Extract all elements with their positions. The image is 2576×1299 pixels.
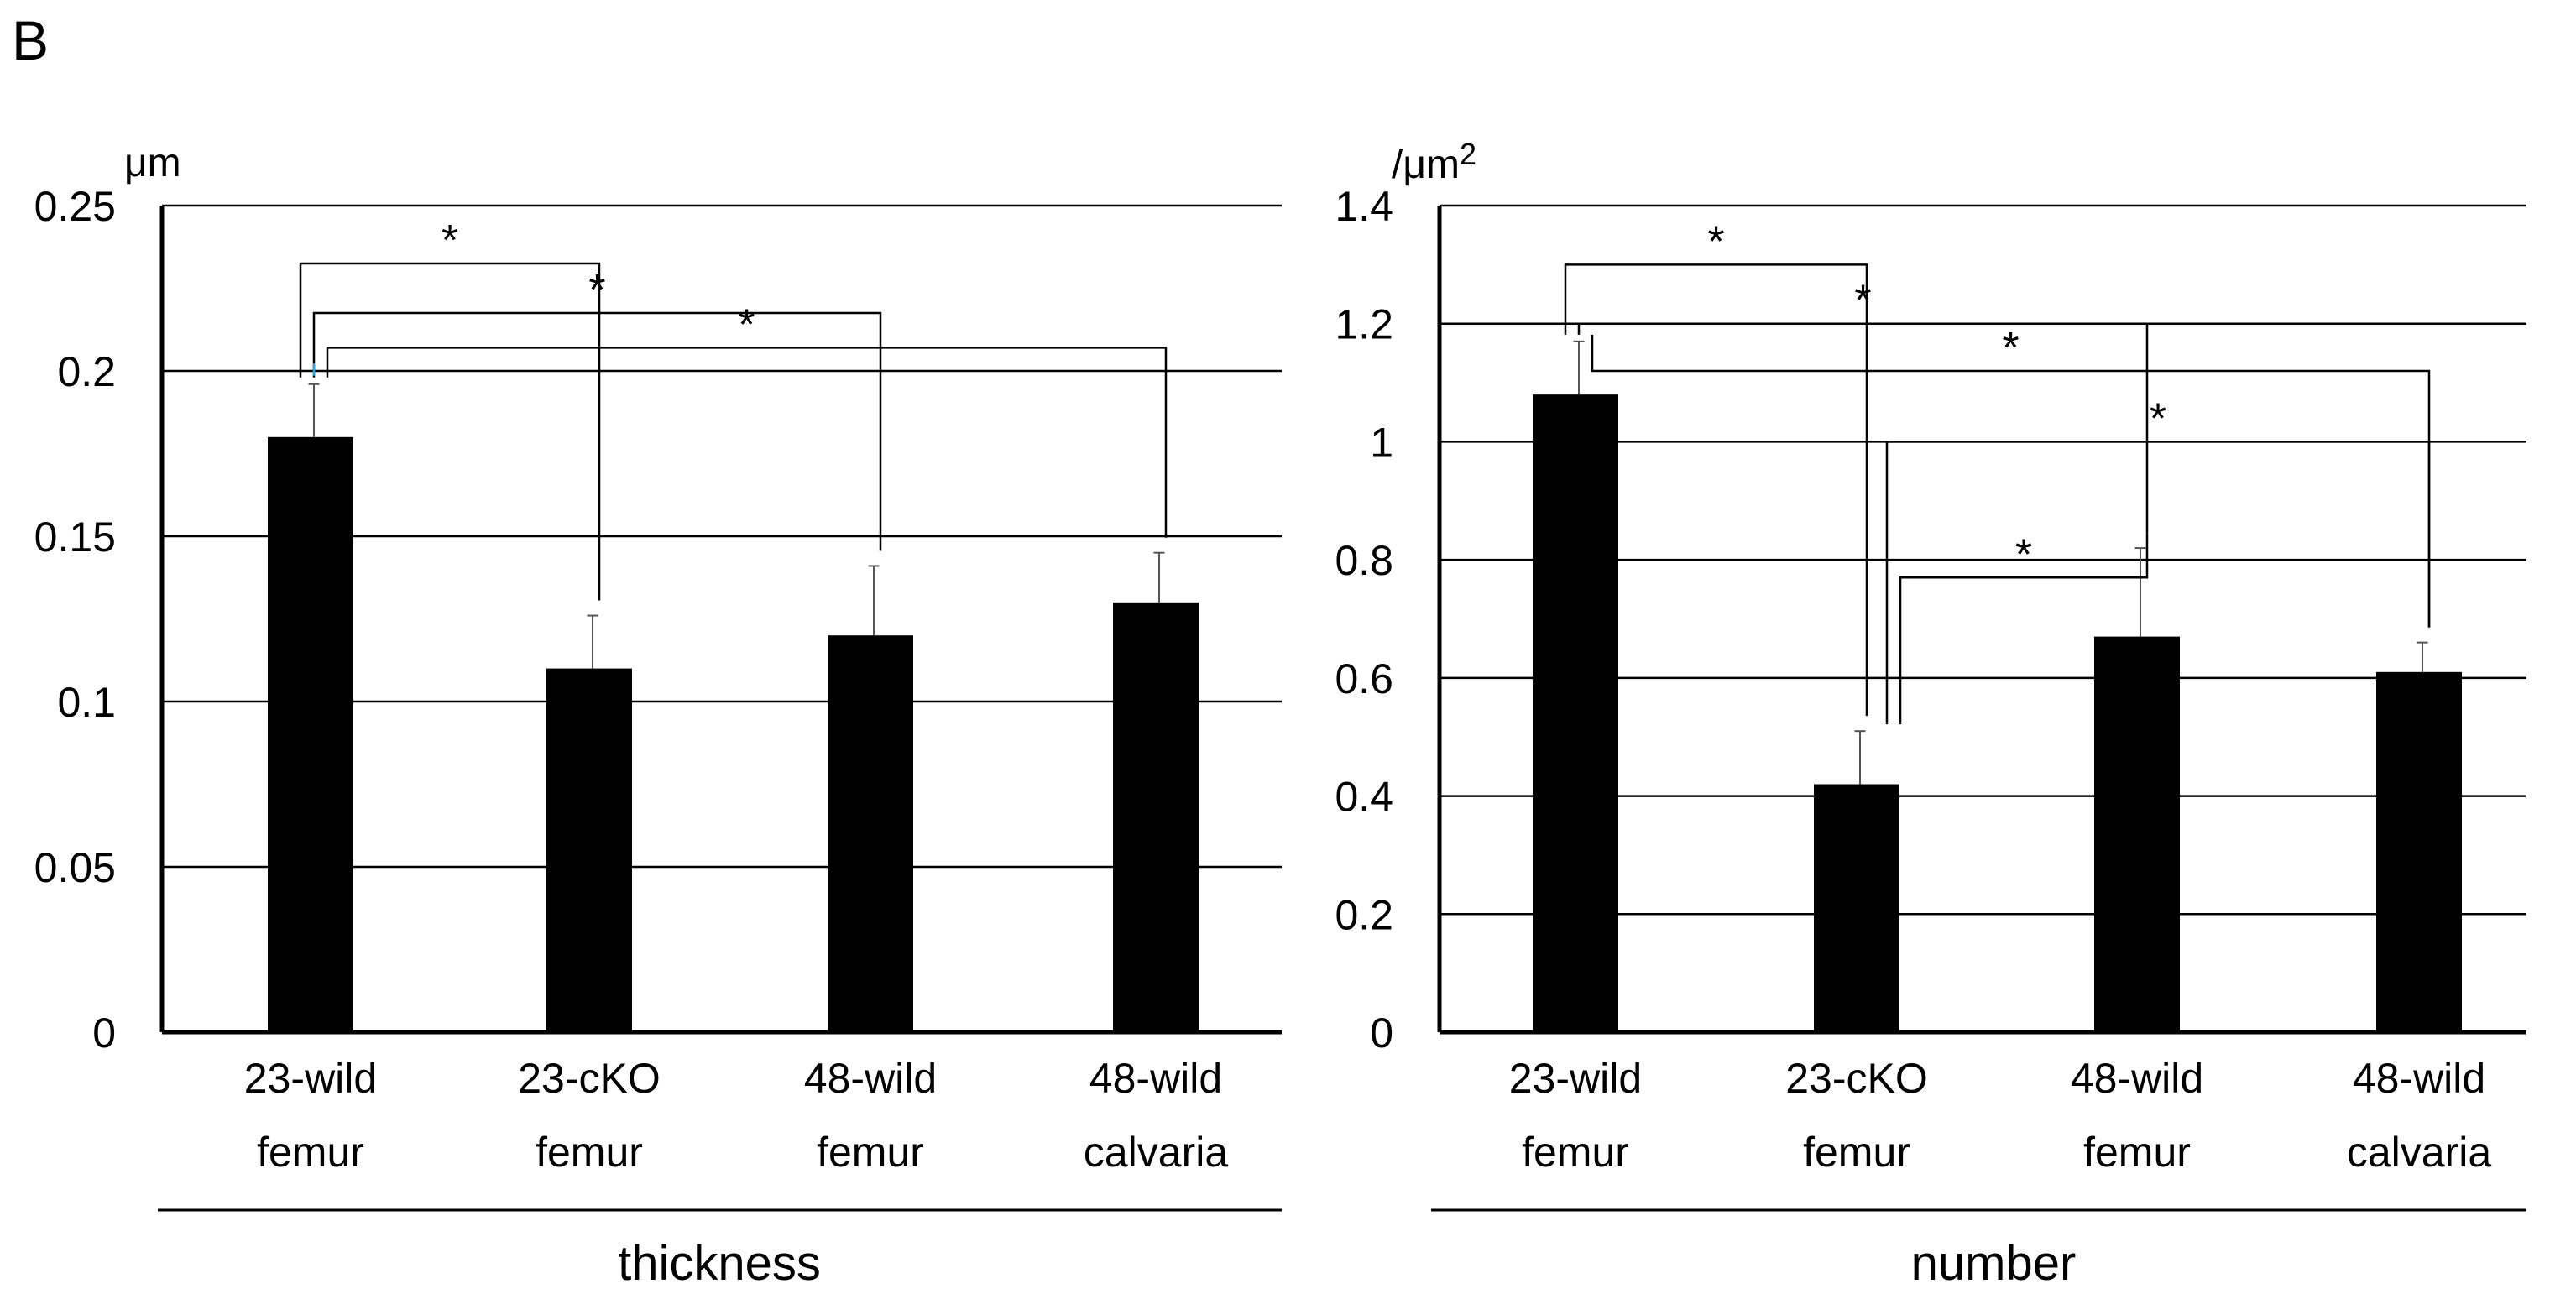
y-tick-label: 0 (1370, 1009, 1393, 1056)
significance-bracket (312, 311, 882, 551)
category-label: femur (257, 1129, 364, 1176)
x-axis-label: number (1911, 1236, 2077, 1291)
category-label: 23-cKO (1785, 1055, 1928, 1102)
significance-bracket (1577, 322, 2149, 534)
category-label: femur (817, 1129, 924, 1176)
y-tick-label: 1.4 (1335, 183, 1393, 230)
category-label: 48-wild (2071, 1055, 2203, 1102)
category-label: calvaria (2347, 1129, 2491, 1176)
significance-star: * (2015, 530, 2032, 579)
significance-star: * (2002, 324, 2019, 373)
significance-bracket (1885, 441, 2431, 725)
significance-bracket (326, 347, 1168, 538)
significance-bracket (299, 262, 601, 601)
y-tick-label: 0.6 (1335, 655, 1393, 702)
unit-label: /μm2 (1392, 137, 1476, 187)
category-label: 23-cKO (518, 1055, 661, 1102)
y-tick-label: 0.2 (57, 348, 116, 395)
category-label: femur (1803, 1129, 1910, 1176)
significance-star: * (588, 266, 605, 315)
x-axis-label: thickness (618, 1236, 821, 1291)
y-tick-label: 1 (1370, 419, 1393, 466)
significance-star: * (738, 300, 755, 349)
significance-star: * (2150, 394, 2166, 443)
category-label: femur (2083, 1129, 2191, 1176)
y-tick-label: 1.2 (1335, 301, 1393, 348)
category-label: 48-wild (2353, 1055, 2485, 1102)
category-label: 23-wild (244, 1055, 377, 1102)
panel-label: B (12, 9, 50, 71)
category-label: 48-wild (1089, 1055, 1222, 1102)
y-tick-label: 0 (92, 1009, 116, 1056)
bar (1814, 784, 1899, 1032)
significance-star: * (442, 216, 458, 265)
number-chart: 0 0.2 0.4 0.6 0.8 1 1.2 1.4/μm2 23-wild femur 23-c… (1335, 137, 2526, 1291)
significance-bracket (1899, 533, 2149, 725)
bar (2094, 636, 2180, 1032)
significance-bracket (1591, 334, 2431, 628)
y-tick-label: 0.4 (1335, 774, 1393, 821)
category-label: calvaria (1084, 1129, 1228, 1176)
bar (828, 635, 913, 1032)
significance-bracket (1564, 263, 1868, 717)
bar (2376, 671, 2462, 1032)
category-label: 48-wild (804, 1055, 937, 1102)
category-label: femur (1522, 1129, 1629, 1176)
significance-star: * (1854, 277, 1871, 326)
category-label: femur (536, 1129, 643, 1176)
y-tick-label: 0.25 (34, 183, 116, 230)
y-tick-label: 0.1 (57, 679, 116, 726)
unit-label: μm (124, 141, 181, 185)
y-tick-label: 0.15 (34, 514, 116, 561)
y-tick-label: 0.8 (1335, 537, 1393, 584)
significance-star: * (1707, 217, 1724, 266)
bar (546, 668, 632, 1032)
y-tick-label: 0.2 (1335, 891, 1393, 938)
category-label: 23-wild (1509, 1055, 1642, 1102)
bar (1113, 602, 1199, 1032)
y-tick-label: 0.05 (34, 844, 116, 891)
bar (268, 436, 353, 1032)
bar (1533, 394, 1618, 1033)
